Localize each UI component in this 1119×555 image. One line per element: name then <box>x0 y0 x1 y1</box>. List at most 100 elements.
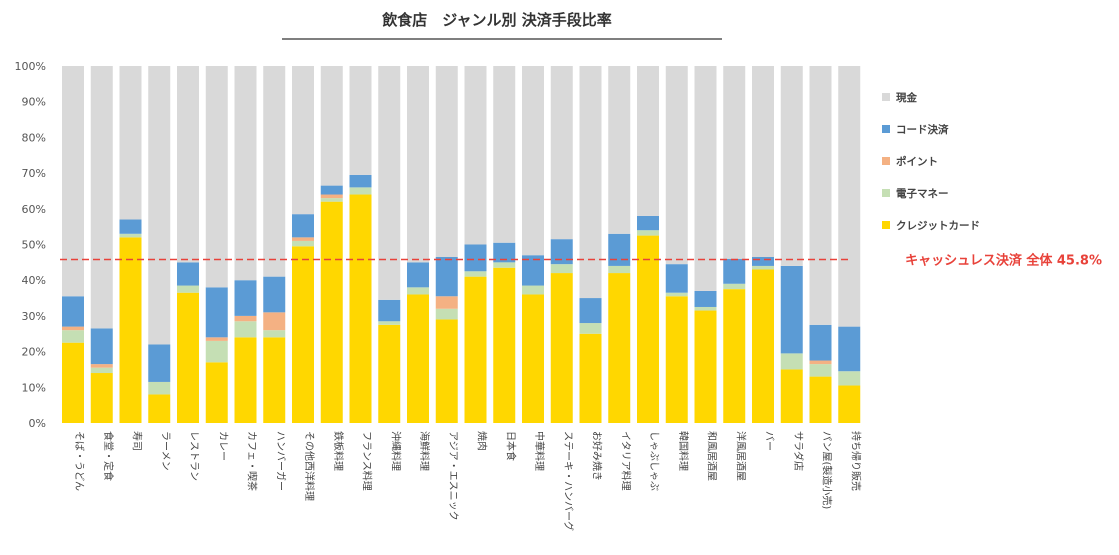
bar-stack <box>637 66 659 423</box>
y-tick-label: 20% <box>22 346 46 359</box>
x-tick-label: アジア・エスニック <box>447 431 459 521</box>
bar-segment <box>148 66 171 345</box>
bar-segment <box>378 324 401 423</box>
bar-segment <box>234 66 257 281</box>
y-tick-label: 50% <box>22 239 46 252</box>
bar-segment <box>119 66 142 220</box>
bar-segment <box>234 280 257 316</box>
bar-segment <box>205 66 228 288</box>
bar-stack <box>320 66 343 423</box>
bar-stack <box>378 66 401 423</box>
bar-segment <box>320 185 343 195</box>
bar-stack <box>752 66 774 423</box>
bar-segment <box>522 294 544 423</box>
bar-stack <box>809 66 832 423</box>
legend-item: クレジットカード <box>882 220 980 232</box>
bar-segment <box>234 337 257 423</box>
legend-swatch <box>882 157 890 165</box>
bar-segment <box>205 362 228 423</box>
bar-segment <box>522 285 544 295</box>
bar-segment <box>665 264 688 293</box>
bar-segment <box>838 371 861 386</box>
legend-item: ポイント <box>882 155 938 168</box>
bar-segment <box>464 66 487 245</box>
bar-segment <box>809 376 832 423</box>
legend-label: 電子マネー <box>896 188 949 200</box>
bar-segment <box>119 237 142 423</box>
bar-stack <box>723 66 746 423</box>
bar-segment <box>119 219 142 234</box>
bar-segment <box>263 337 286 423</box>
bar-segment <box>637 66 659 216</box>
reference-line-label: キャッシュレス決済 全体 45.8% <box>905 252 1102 268</box>
bar-segment <box>579 66 602 299</box>
x-tick-label: ラーメン <box>159 431 171 471</box>
bar-segment <box>608 66 631 234</box>
y-tick-label: 70% <box>22 167 46 180</box>
bar-segment <box>292 237 314 241</box>
bar-stack <box>234 66 257 423</box>
reference-line-group: キャッシュレス決済 全体 45.8% <box>60 252 1102 268</box>
bar-segment <box>637 230 659 236</box>
bar-segment <box>177 285 199 293</box>
bar-segment <box>838 326 861 372</box>
bar-stack <box>838 66 861 423</box>
bar-segment <box>838 66 861 327</box>
bar-stack <box>780 66 803 423</box>
bar-segment <box>435 296 458 309</box>
y-axis: 0% 10% 20% 30% 40% 50% 60% 70% 80% 90% 100% <box>15 60 46 430</box>
y-tick-label: 10% <box>22 381 46 394</box>
bar-segment <box>320 201 343 423</box>
x-tick-label: ハンバーガー <box>274 431 286 491</box>
bar-segment <box>435 256 458 297</box>
bar-segment <box>320 194 343 199</box>
bar-segment <box>205 340 228 363</box>
bar-segment <box>435 66 458 257</box>
bar-segment <box>809 360 832 365</box>
bar-segment <box>90 367 113 374</box>
bar-segment <box>320 66 343 186</box>
bar-stack <box>435 66 458 423</box>
bar-stack <box>148 66 171 423</box>
bar-segment <box>263 66 286 277</box>
bar-segment <box>292 240 314 247</box>
x-tick-label: レストラン <box>188 431 200 481</box>
legend-swatch <box>882 189 890 197</box>
bar-segment <box>148 394 171 423</box>
bar-segment <box>62 342 84 423</box>
bar-stack <box>550 66 573 423</box>
bar-stack <box>694 66 717 423</box>
legend-label: クレジットカード <box>896 220 980 232</box>
bar-segment <box>205 337 228 341</box>
bar-segment <box>177 262 199 286</box>
bar-segment <box>292 246 314 423</box>
bar-segment <box>493 262 516 268</box>
bar-segment <box>809 364 832 377</box>
bar-segment <box>522 255 544 286</box>
bar-segment <box>752 66 774 257</box>
bar-segment <box>234 321 257 338</box>
x-tick-label: 中華料理 <box>533 431 546 471</box>
bar-segment <box>119 233 142 238</box>
legend-item: 現金 <box>882 91 917 104</box>
bar-segment <box>148 381 171 395</box>
bar-segment <box>522 66 544 256</box>
bar-segment <box>637 235 659 423</box>
bar-segment <box>349 174 372 188</box>
bar-segment <box>752 256 774 266</box>
bar-segment <box>780 369 803 423</box>
bar-segment <box>694 66 717 291</box>
bar-segment <box>62 296 84 327</box>
x-tick-label: 鉄板料理 <box>332 431 345 471</box>
bar-segment <box>809 324 832 361</box>
bar-segment <box>694 306 717 311</box>
bar-segment <box>90 66 113 329</box>
x-tick-label: ステーキ・ハンバーグ <box>562 431 575 531</box>
bar-segment <box>493 242 516 263</box>
bar-segment <box>550 273 573 423</box>
bar-segment <box>407 287 429 295</box>
bar-segment <box>148 344 171 382</box>
legend-swatch <box>882 93 890 101</box>
bar-segment <box>378 321 401 325</box>
bar-segment <box>723 289 746 423</box>
